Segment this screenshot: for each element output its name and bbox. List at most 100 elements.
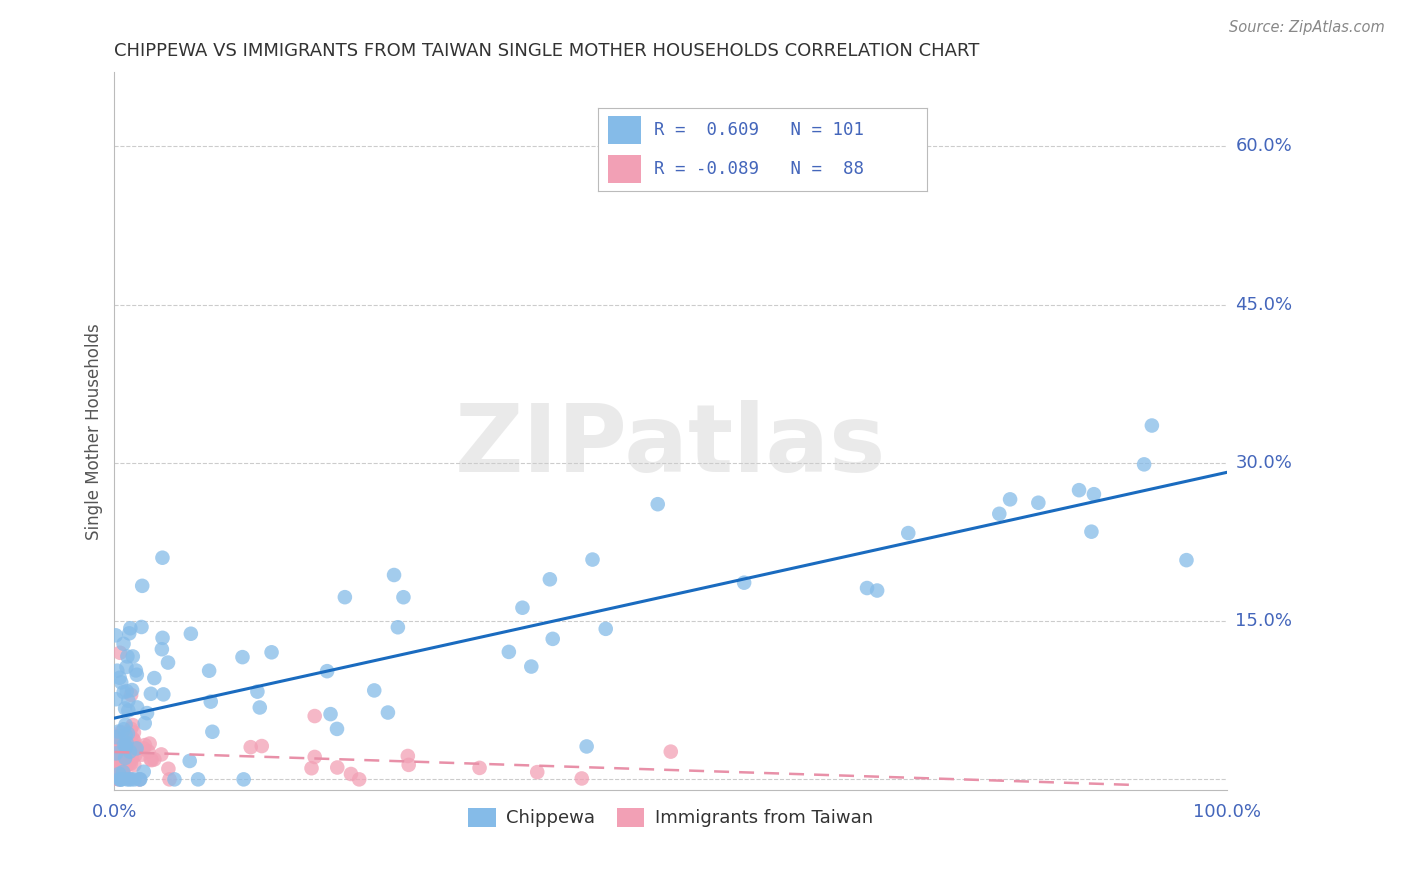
Point [110, 772, 132, 787]
Point [1083, 487, 1105, 501]
Point [647, 497, 669, 511]
Point [115, 736, 138, 750]
Point [110, 772, 132, 787]
Point [382, 568, 405, 582]
Point [396, 749, 419, 764]
Point [733, 575, 755, 590]
Point [387, 620, 409, 634]
Point [124, 772, 146, 787]
Point [124, 739, 146, 753]
Point [107, 760, 129, 774]
Point [107, 759, 129, 773]
Point [138, 745, 160, 759]
Point [107, 724, 129, 739]
Point [105, 732, 128, 747]
Point [125, 667, 148, 681]
Point [231, 650, 253, 665]
Point [246, 684, 269, 698]
Point [120, 756, 142, 771]
Point [118, 772, 141, 787]
Point [115, 756, 138, 771]
Point [121, 683, 143, 698]
Point [115, 758, 138, 772]
Point [180, 626, 202, 640]
Point [304, 709, 326, 723]
Point [120, 772, 142, 787]
Point [512, 600, 534, 615]
Point [239, 740, 262, 755]
Point [107, 742, 129, 756]
Point [541, 632, 564, 646]
Point [114, 770, 136, 784]
Point [138, 737, 160, 751]
Point [114, 739, 136, 753]
Point [157, 762, 180, 776]
Point [139, 752, 162, 766]
Point [316, 664, 339, 678]
Y-axis label: Single Mother Households: Single Mother Households [86, 323, 103, 540]
Point [117, 694, 139, 708]
Point [866, 583, 889, 598]
Point [134, 716, 156, 731]
Point [118, 745, 141, 759]
Point [121, 752, 143, 766]
Point [538, 572, 561, 586]
Point [392, 591, 415, 605]
Point [152, 550, 174, 565]
Point [333, 590, 356, 604]
Point [112, 738, 135, 752]
Point [104, 628, 127, 642]
Point [112, 750, 135, 764]
Text: CHIPPEWA VS IMMIGRANTS FROM TAIWAN SINGLE MOTHER HOUSEHOLDS CORRELATION CHART: CHIPPEWA VS IMMIGRANTS FROM TAIWAN SINGL… [114, 42, 980, 60]
Point [526, 765, 548, 780]
Point [104, 772, 127, 786]
Point [110, 747, 132, 761]
Point [659, 745, 682, 759]
Point [134, 738, 156, 752]
Point [326, 722, 349, 736]
Point [110, 725, 132, 739]
Point [107, 747, 129, 761]
Point [105, 748, 128, 763]
Point [104, 740, 127, 755]
Point [118, 772, 141, 786]
Point [117, 649, 139, 664]
Point [121, 744, 143, 758]
Point [988, 507, 1011, 521]
Point [128, 772, 150, 787]
Point [260, 645, 283, 659]
Point [468, 761, 491, 775]
Point [118, 626, 141, 640]
Point [108, 747, 131, 762]
Point [112, 723, 135, 737]
Point [139, 687, 162, 701]
Point [104, 769, 127, 783]
Point [111, 739, 134, 753]
Point [301, 761, 323, 775]
Legend: Chippewa, Immigrants from Taiwan: Chippewa, Immigrants from Taiwan [461, 801, 880, 835]
Point [104, 730, 127, 744]
Point [340, 767, 363, 781]
Point [363, 683, 385, 698]
Point [104, 772, 127, 786]
Point [232, 772, 254, 787]
Point [105, 664, 128, 678]
Point [249, 700, 271, 714]
Point [107, 730, 129, 744]
Point [114, 751, 136, 765]
Point [131, 620, 153, 634]
Point [200, 695, 222, 709]
Point [250, 739, 273, 753]
Text: Source: ZipAtlas.com: Source: ZipAtlas.com [1229, 20, 1385, 35]
Point [117, 704, 139, 718]
Point [108, 646, 131, 660]
Point [105, 739, 128, 753]
Point [131, 579, 153, 593]
Point [159, 772, 181, 787]
Point [1080, 524, 1102, 539]
Point [118, 756, 141, 771]
Point [121, 649, 143, 664]
Point [115, 731, 138, 745]
Point [131, 747, 153, 762]
Point [107, 747, 129, 761]
